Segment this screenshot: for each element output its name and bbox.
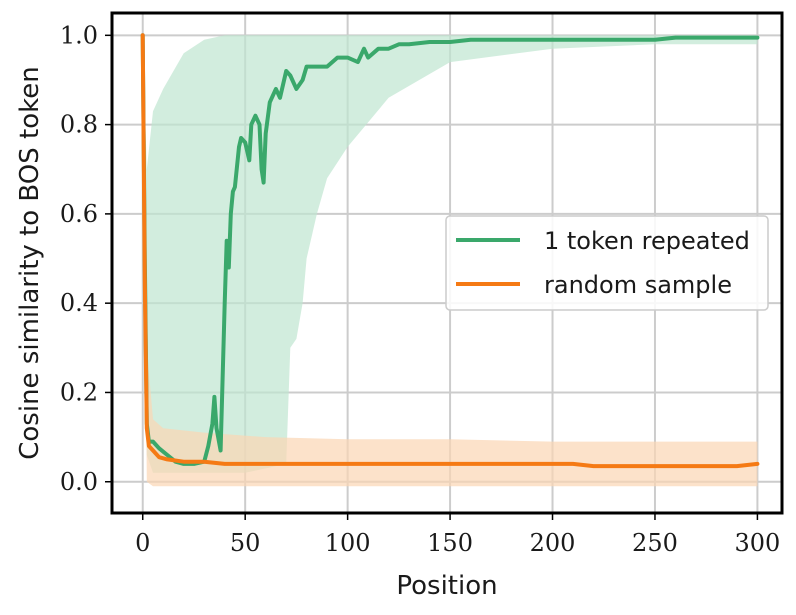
x-tick-label-5: 250 xyxy=(632,529,678,557)
y-axis-label: Cosine similarity to BOS token xyxy=(15,66,45,460)
plot-frame xyxy=(110,11,784,515)
x-tick-label-0: 0 xyxy=(135,529,150,557)
y-tick-label-2: 0.4 xyxy=(60,289,98,317)
y-tick-label-3: 0.6 xyxy=(60,200,98,228)
x-axis-ticks: 0 50 100 150 200 250 300 xyxy=(135,513,780,557)
y-tick-label-4: 0.8 xyxy=(60,111,98,139)
series-line-1-token-repeated xyxy=(140,33,760,466)
y-tick-label-1: 0.2 xyxy=(60,378,98,406)
x-tick-label-4: 200 xyxy=(530,529,576,557)
legend: 1 token repeated random sample xyxy=(445,215,769,311)
y-tick-label-5: 1.0 xyxy=(60,21,98,49)
x-tick-label-2: 100 xyxy=(325,529,371,557)
band-random-sample xyxy=(142,35,758,487)
y-tick-label-0: 0.0 xyxy=(60,468,98,496)
legend-label-1-token-repeated: 1 token repeated xyxy=(544,227,750,255)
x-tick-label-3: 150 xyxy=(427,529,473,557)
x-tick-label-6: 300 xyxy=(735,529,781,557)
series-line-random-sample xyxy=(140,33,760,469)
legend-label-random-sample: random sample xyxy=(544,271,732,299)
x-axis-label: Position xyxy=(396,571,497,601)
legend-box xyxy=(445,215,769,311)
y-axis-ticks: 0.0 0.2 0.4 0.6 0.8 1.0 xyxy=(60,21,112,496)
band-1-token-repeated xyxy=(142,35,758,473)
confidence-bands xyxy=(142,35,758,487)
series-lines xyxy=(140,33,760,469)
x-tick-label-1: 50 xyxy=(230,529,261,557)
